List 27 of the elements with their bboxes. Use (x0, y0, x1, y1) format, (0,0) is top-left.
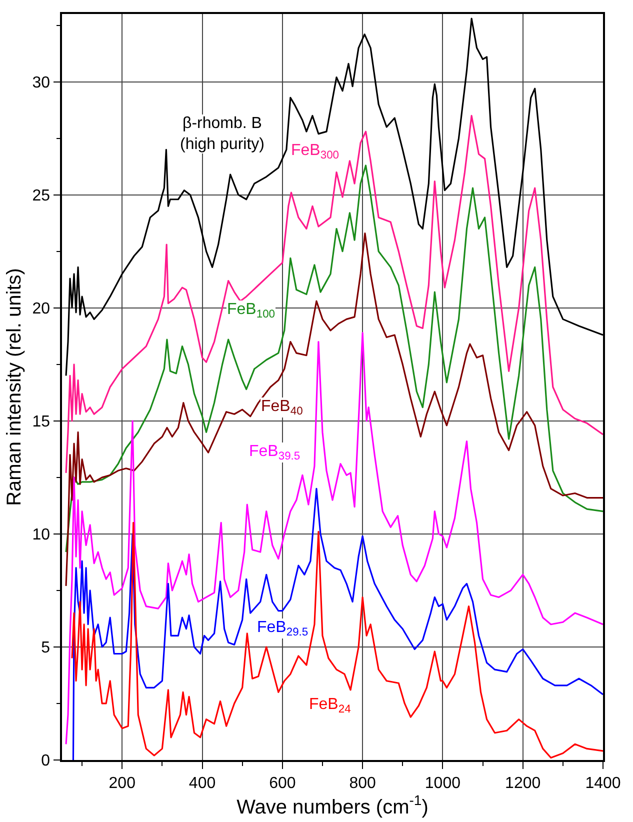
y-tick-label: 25 (32, 187, 50, 204)
line-series (65, 164, 603, 553)
x-axis-title: Wave numbers (cm$^{-1}$) (236, 792, 428, 818)
y-axis-title: Raman intensity (rel. units) (3, 268, 26, 506)
y-tick-label: 0 (41, 752, 50, 770)
series-label: β-rhomb. B (high purity) (180, 115, 264, 153)
series-label: FeB$_{100}$ (227, 301, 276, 320)
series-label: FeB$_{29.5}$ (257, 619, 308, 638)
x-tick-label: 1000 (424, 774, 461, 792)
line-series (65, 232, 603, 587)
y-tick-label: 10 (32, 526, 50, 544)
x-tick-label: 200 (108, 774, 136, 792)
series-label: FeB$_{300}$ (291, 142, 340, 162)
line-series (65, 332, 603, 745)
series-label: FeB$_{24}$ (309, 696, 351, 716)
line-series (65, 114, 603, 474)
x-tick-label: 1200 (505, 774, 541, 792)
series-label: FeB$_{39.5}$ (249, 443, 300, 462)
series-label: FeB$_{40}$ (261, 398, 303, 418)
y-tick-label: 20 (32, 300, 50, 318)
y-tick-label: 15 (32, 414, 50, 431)
x-tick-label: 400 (188, 774, 216, 792)
x-tick-label: 1400 (585, 774, 621, 792)
y-tick-label: 30 (32, 74, 50, 92)
x-tick-label: 800 (349, 774, 376, 792)
y-tick-label: 5 (41, 640, 50, 657)
x-tick-label: 600 (269, 774, 296, 792)
